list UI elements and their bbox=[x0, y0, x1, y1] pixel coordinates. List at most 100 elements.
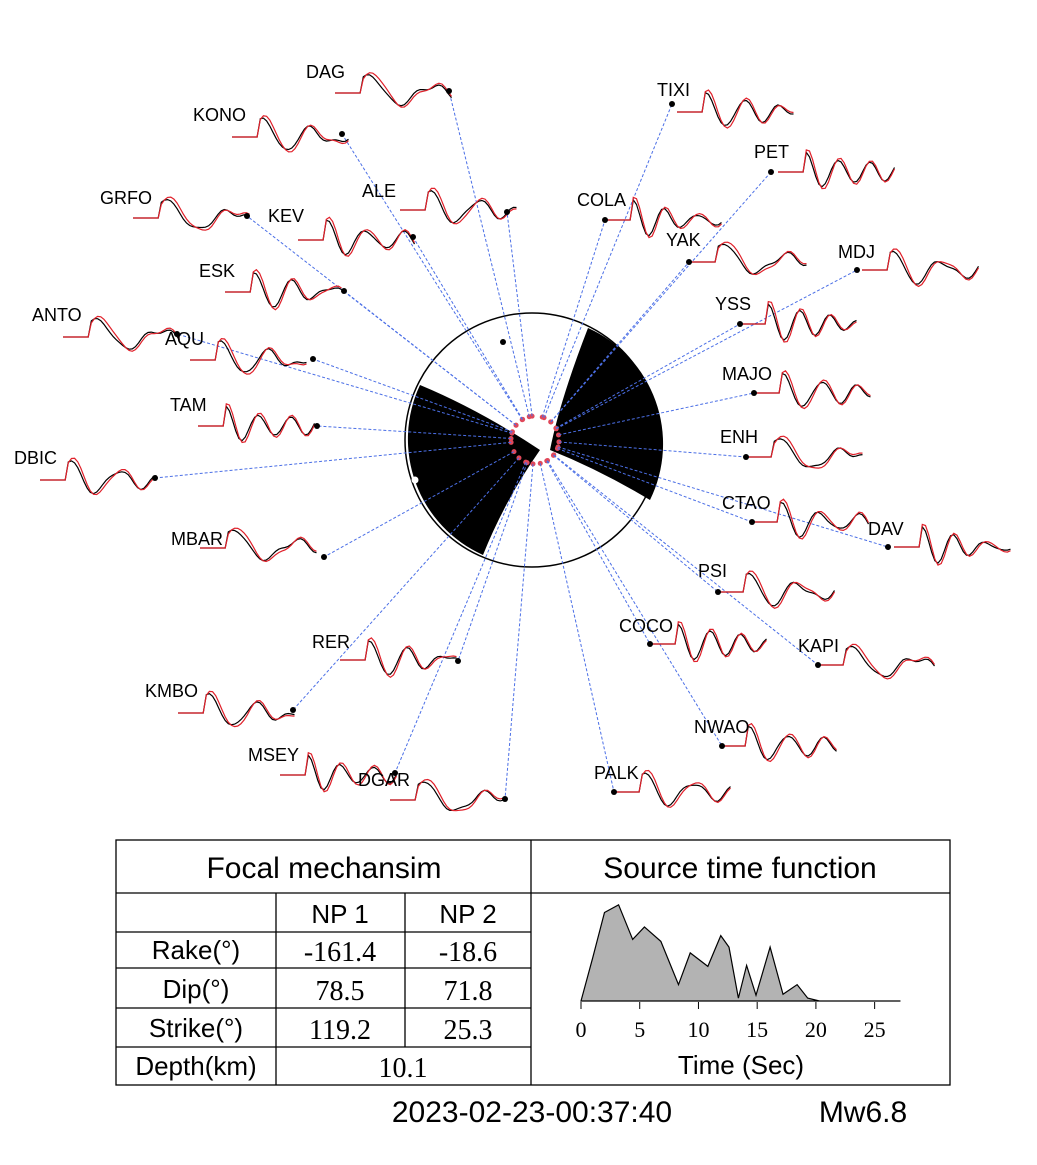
ray-path bbox=[555, 323, 741, 429]
observed-waveform bbox=[677, 91, 794, 127]
synthetic-waveform bbox=[133, 196, 250, 231]
synthetic-waveform bbox=[63, 315, 181, 352]
synthetic-waveform bbox=[400, 187, 517, 225]
station-label: COCO bbox=[619, 616, 673, 636]
ray-path bbox=[553, 454, 819, 666]
station-label: TAM bbox=[170, 395, 207, 415]
stf-area bbox=[580, 903, 901, 1002]
synthetic-waveform bbox=[190, 337, 307, 375]
observed-waveform bbox=[740, 302, 857, 341]
observed-waveform bbox=[133, 198, 250, 229]
observed-waveform bbox=[690, 243, 807, 275]
ray-path bbox=[394, 461, 527, 774]
station-label: NWAO bbox=[694, 717, 749, 737]
station-projection bbox=[508, 439, 514, 445]
column-header: NP 2 bbox=[439, 899, 496, 929]
station-label: ANTO bbox=[32, 305, 82, 325]
synthetic-waveform bbox=[718, 570, 836, 609]
station-dot bbox=[885, 544, 891, 550]
x-tick-label: 0 bbox=[576, 1017, 587, 1042]
station-dot bbox=[392, 770, 398, 776]
synthetic-waveform bbox=[894, 523, 1011, 566]
ray-path bbox=[323, 451, 515, 558]
station-label: KAPI bbox=[798, 636, 839, 656]
synthetic-waveform bbox=[298, 216, 416, 257]
station-label: KEV bbox=[268, 206, 304, 226]
station-dot bbox=[410, 234, 416, 240]
synthetic-waveform bbox=[746, 435, 863, 469]
station-dot bbox=[611, 789, 617, 795]
t-axis bbox=[411, 476, 419, 484]
station-label: KMBO bbox=[145, 681, 198, 701]
ray-path bbox=[506, 211, 533, 417]
stations: DAG KONO TIXI PET GRFO ALE KEV COLA YAK MDJ ESK YSS… bbox=[14, 62, 1011, 812]
station-label: PET bbox=[754, 142, 789, 162]
station-dot bbox=[310, 356, 316, 362]
x-tick-label: 5 bbox=[634, 1017, 645, 1042]
observed-waveform bbox=[862, 250, 980, 285]
cell-value: 10.1 bbox=[379, 1053, 428, 1084]
synthetic-waveform bbox=[335, 72, 452, 108]
row-label: Dip(°) bbox=[163, 974, 230, 1004]
observed-waveform bbox=[718, 572, 836, 607]
synthetic-waveform bbox=[280, 751, 398, 793]
table-title: Focal mechansim bbox=[206, 852, 441, 885]
observed-waveform bbox=[280, 753, 398, 791]
observed-waveform bbox=[754, 372, 871, 408]
ray-path bbox=[550, 261, 690, 423]
station-dot bbox=[602, 217, 608, 223]
station-label: MAJO bbox=[722, 364, 772, 384]
station-label: YAK bbox=[666, 230, 701, 250]
station-label: YSS bbox=[715, 294, 751, 314]
ray-path bbox=[341, 133, 523, 420]
synthetic-waveform bbox=[605, 196, 722, 239]
station-dot bbox=[244, 213, 250, 219]
station-dot bbox=[686, 259, 692, 265]
station-dot bbox=[174, 331, 180, 337]
station-dot bbox=[502, 796, 508, 802]
station-dot bbox=[715, 589, 721, 595]
x-tick-label: 20 bbox=[805, 1017, 827, 1042]
ray-path bbox=[547, 460, 723, 747]
ray-path bbox=[557, 446, 889, 548]
synthetic-waveform bbox=[340, 637, 457, 679]
station-label: PSI bbox=[698, 561, 727, 581]
station-label: COLA bbox=[577, 190, 626, 210]
synthetic-waveform bbox=[232, 115, 349, 153]
station-label: PALK bbox=[594, 763, 639, 783]
synthetic-waveform bbox=[778, 149, 896, 190]
station-dot bbox=[669, 101, 675, 107]
observed-waveform bbox=[746, 438, 863, 468]
station-dot bbox=[290, 707, 296, 713]
magnitude: Mw6.8 bbox=[819, 1096, 907, 1129]
observed-waveform bbox=[198, 404, 316, 442]
station-dot bbox=[743, 454, 749, 460]
ray-path bbox=[539, 463, 615, 793]
ray-path bbox=[558, 392, 755, 436]
ray-path bbox=[541, 219, 606, 418]
observed-waveform bbox=[778, 150, 896, 188]
synthetic-waveform bbox=[200, 527, 317, 563]
station-label: ESK bbox=[199, 261, 235, 281]
ray-path bbox=[553, 454, 719, 593]
cell-value: 119.2 bbox=[309, 1015, 371, 1046]
beach-ball bbox=[404, 312, 664, 568]
observed-waveform bbox=[232, 117, 349, 151]
cell-value: 78.5 bbox=[316, 976, 365, 1007]
ray-path bbox=[312, 358, 513, 433]
ray-path bbox=[558, 441, 747, 458]
station-dot bbox=[815, 662, 821, 668]
observed-waveform bbox=[63, 318, 180, 350]
station-dot bbox=[341, 288, 347, 294]
cell-value: 25.3 bbox=[444, 1015, 493, 1046]
x-tick-label: 15 bbox=[746, 1017, 768, 1042]
station-label: MBAR bbox=[171, 529, 223, 549]
station-label: CTAO bbox=[722, 493, 771, 513]
observed-waveform bbox=[340, 640, 457, 675]
station-dot bbox=[737, 321, 743, 327]
ray-path bbox=[555, 269, 858, 430]
station-dot bbox=[446, 88, 452, 94]
station-dot bbox=[719, 743, 725, 749]
